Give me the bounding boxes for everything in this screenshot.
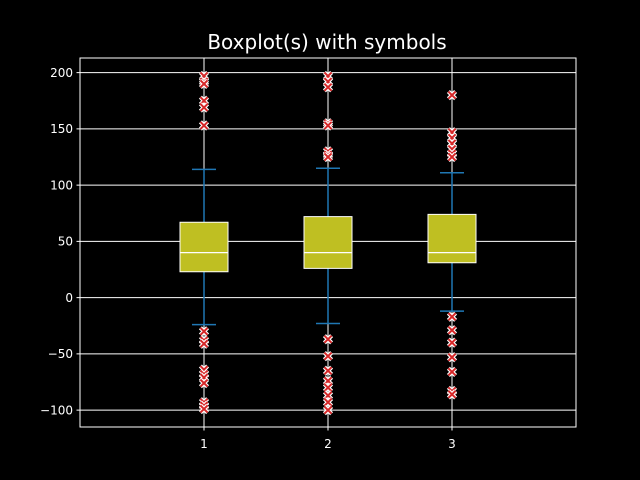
flier-mark <box>323 397 333 407</box>
flier-point <box>322 382 334 393</box>
flier-mark <box>323 351 333 361</box>
y-tick-label: −100 <box>40 403 73 417</box>
box-group-1 <box>179 70 229 415</box>
flier-point <box>446 366 458 377</box>
flier-point <box>322 82 334 93</box>
chart-title: Boxplot(s) with symbols <box>207 30 446 54</box>
x-tick-label: 2 <box>324 437 332 451</box>
flier-mark <box>447 312 457 322</box>
flier-mark <box>199 121 209 130</box>
iqr-box <box>427 213 477 264</box>
flier-mark <box>447 352 457 362</box>
flier-point <box>322 351 334 362</box>
box-series <box>179 70 477 416</box>
flier-mark <box>199 404 209 414</box>
flier-point <box>322 334 334 345</box>
flier-mark <box>323 121 333 130</box>
flier-mark <box>323 366 333 376</box>
y-tick-label: 150 <box>50 122 73 136</box>
flier-mark <box>447 90 457 100</box>
flier-point <box>198 338 210 349</box>
flier-mark <box>323 405 333 415</box>
flier-point <box>198 120 210 131</box>
flier-point <box>198 78 210 89</box>
flier-point <box>446 151 458 163</box>
x-tick-label: 1 <box>200 437 208 451</box>
flier-mark <box>447 338 457 347</box>
y-tick-label: −50 <box>48 347 73 361</box>
axis-ticks: −100 −50 0 50 100 150 200 1 2 3 <box>40 66 456 451</box>
flier-point <box>322 120 334 131</box>
flier-mark <box>323 152 333 162</box>
y-tick-label: 50 <box>58 235 73 249</box>
flier-point <box>198 326 210 337</box>
y-tick-label: 100 <box>50 178 73 192</box>
flier-point <box>446 90 458 101</box>
iqr-box <box>303 216 353 269</box>
box-group-3 <box>427 90 477 400</box>
flier-point <box>322 397 334 408</box>
flier-point <box>446 352 458 363</box>
box-group-2 <box>303 70 353 416</box>
flier-mark <box>199 339 209 349</box>
flier-point <box>446 389 458 400</box>
flier-mark <box>323 82 333 92</box>
iqr-box <box>179 221 229 273</box>
flier-mark <box>323 383 333 392</box>
flier-point <box>198 403 210 415</box>
y-tick-label: 200 <box>50 66 73 80</box>
flier-mark <box>323 334 333 344</box>
flier-point <box>198 378 210 389</box>
flier-point <box>446 325 458 336</box>
flier-mark <box>199 327 209 336</box>
flier-point <box>198 102 210 113</box>
flier-mark <box>447 152 457 162</box>
flier-mark <box>447 390 457 399</box>
flier-mark <box>199 103 209 112</box>
flier-mark <box>447 325 457 335</box>
flier-mark <box>447 367 457 377</box>
flier-point <box>322 365 334 376</box>
flier-point <box>446 311 458 322</box>
flier-mark <box>199 378 209 388</box>
flier-point <box>446 337 458 348</box>
y-tick-label: 0 <box>65 291 73 305</box>
plot-area-frame <box>79 57 577 428</box>
x-tick-label: 3 <box>448 437 456 451</box>
flier-point <box>322 405 334 416</box>
flier-point <box>322 151 334 163</box>
flier-mark <box>199 79 209 89</box>
